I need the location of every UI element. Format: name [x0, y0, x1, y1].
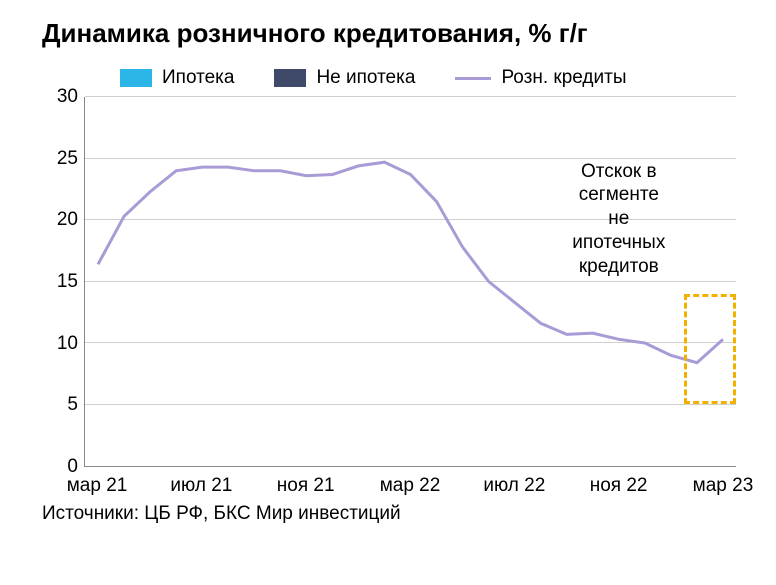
y-tick: 20: [40, 209, 78, 231]
y-tick: 30: [40, 86, 78, 108]
y-tick: 5: [40, 394, 78, 416]
chart-source: Источники: ЦБ РФ, БКС Мир инвестиций: [42, 503, 746, 525]
legend-label-retail: Розн. кредиты: [501, 67, 626, 89]
plot-area: Отскок в сегментене ипотечныхкредитов: [84, 97, 736, 467]
x-axis: мар 21июл 21ноя 21мар 22июл 22ноя 22мар …: [84, 469, 736, 497]
legend-label-mortgage: Ипотека: [162, 67, 234, 89]
legend-label-non-mortgage: Не ипотека: [316, 67, 415, 89]
chart-area: 051015202530 Отскок в сегментене ипотечн…: [40, 97, 736, 497]
x-axis-label: июл 21: [170, 475, 232, 497]
x-axis-label: июл 22: [483, 475, 545, 497]
legend: Ипотека Не ипотека Розн. кредиты: [120, 67, 746, 89]
y-axis: 051015202530: [40, 97, 78, 467]
x-axis-label: мар 23: [693, 475, 754, 497]
bars-container: [85, 97, 736, 466]
legend-item-mortgage: Ипотека: [120, 67, 234, 89]
legend-swatch-line: [455, 77, 491, 80]
x-axis-label: ноя 21: [277, 475, 335, 497]
annotation-text: Отскок в сегментене ипотечныхкредитов: [560, 160, 677, 279]
x-axis-label: ноя 22: [590, 475, 648, 497]
legend-item-non-mortgage: Не ипотека: [274, 67, 415, 89]
x-axis-label: мар 22: [380, 475, 441, 497]
legend-item-retail-line: Розн. кредиты: [455, 67, 626, 89]
y-tick: 10: [40, 333, 78, 355]
legend-swatch-mortgage: [120, 69, 152, 87]
y-tick: 25: [40, 148, 78, 170]
legend-swatch-non-mortgage: [274, 69, 306, 87]
chart-title: Динамика розничного кредитования, % г/г: [42, 18, 746, 49]
y-tick: 15: [40, 271, 78, 293]
x-axis-label: мар 21: [67, 475, 128, 497]
